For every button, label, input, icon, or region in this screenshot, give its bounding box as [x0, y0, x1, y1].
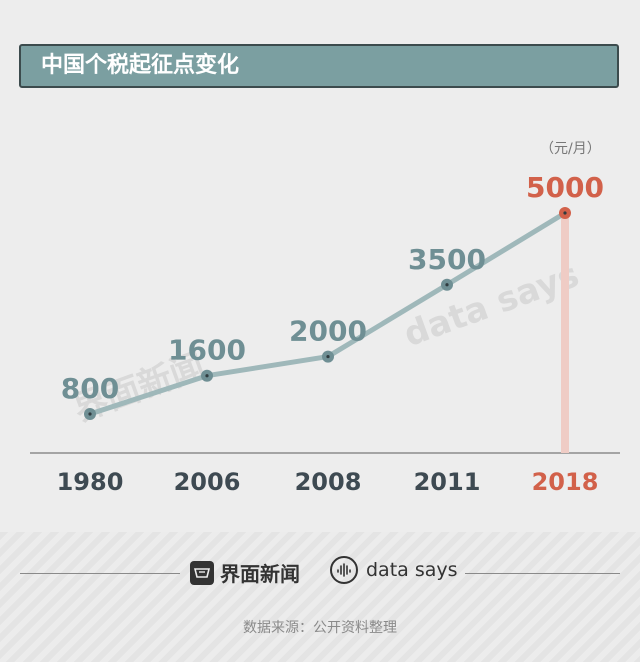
data-point-center — [326, 354, 330, 359]
line-chart: 800 1980 1600 2006 2000 2008 3500 2011 5000 2018 — [30, 171, 620, 496]
data-point-center — [563, 211, 567, 215]
footer-divider-left — [20, 573, 180, 574]
footer-band — [0, 532, 640, 662]
data-label: 800 — [61, 372, 119, 405]
data-label: 2000 — [289, 315, 367, 348]
datasays-logo-icon — [330, 556, 358, 584]
brand-datasays: data says — [330, 556, 458, 584]
x-tick-label: 2006 — [174, 468, 241, 496]
title-bar: 中国个税起征点变化 — [19, 44, 619, 88]
data-point-center — [88, 412, 92, 416]
brand-datasays-text: data says — [366, 559, 458, 581]
series-line — [87, 210, 568, 417]
data-point-center — [205, 374, 209, 378]
x-tick-label: 2018 — [532, 468, 599, 496]
unit-label: （元/月） — [540, 141, 601, 157]
x-tick-label: 1980 — [57, 468, 124, 496]
jiemian-logo-icon — [190, 560, 214, 585]
data-point-center — [445, 283, 449, 287]
data-source: 数据来源：公开资料整理 — [243, 620, 397, 636]
brand-jiemian: 界面新闻 — [190, 558, 300, 587]
chart-title: 中国个税起征点变化 — [41, 53, 240, 78]
x-tick-label: 2008 — [295, 468, 362, 496]
data-label: 1600 — [168, 334, 246, 367]
x-tick-label: 2011 — [414, 468, 481, 496]
data-label: 3500 — [408, 243, 486, 276]
data-label: 5000 — [526, 171, 604, 204]
brand-jiemian-text: 界面新闻 — [220, 562, 300, 586]
footer-divider-right — [465, 573, 620, 574]
highlight-bar — [561, 213, 569, 453]
